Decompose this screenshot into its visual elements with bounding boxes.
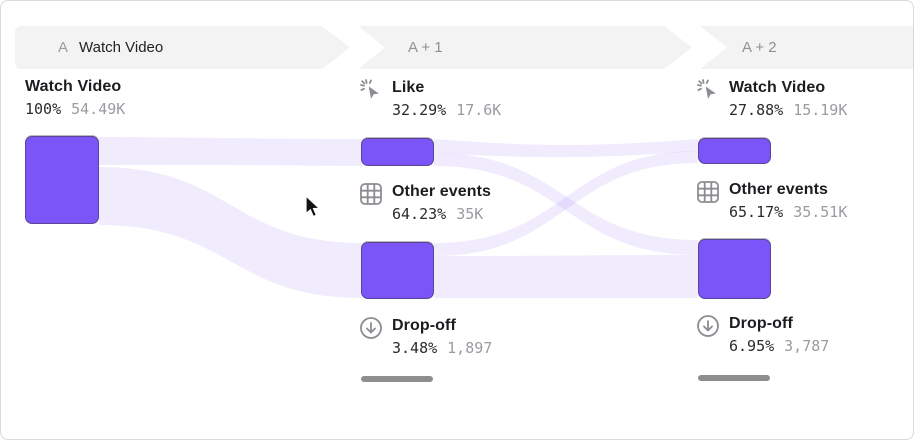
event-percent: 27.88% (729, 101, 784, 119)
event-count: 35.51K (793, 203, 848, 221)
drop-off-bar-step1[interactable] (361, 376, 433, 382)
event-label-watch-video-step0[interactable]: Watch Video 100% 54.49K (25, 77, 125, 120)
event-stats: 64.23% 35K (392, 203, 491, 225)
grid-icon (358, 181, 384, 207)
event-title: Drop-off (729, 315, 793, 332)
step-label: A + 2 (742, 39, 777, 56)
event-label-watch-video-step2[interactable]: Watch Video 27.88% 15.19K (695, 78, 847, 121)
node-other-events-step2[interactable] (698, 239, 771, 299)
event-percent: 64.23% (392, 205, 447, 223)
event-count: 15.19K (793, 101, 848, 119)
event-title: Watch Video (25, 78, 122, 95)
drop-off-icon (358, 315, 384, 341)
event-percent: 6.95% (729, 337, 775, 355)
mouse-cursor-icon (305, 195, 321, 218)
event-stats: 3.48% 1,897 (392, 337, 492, 359)
step-label: A + 1 (408, 39, 443, 56)
grid-icon (695, 179, 721, 205)
event-count: 35K (456, 205, 484, 223)
event-stats: 65.17% 35.51K (729, 201, 847, 223)
node-other-events-step1[interactable] (361, 242, 434, 299)
event-label-drop-off-step1[interactable]: Drop-off 3.48% 1,897 (358, 316, 492, 359)
event-count: 17.6K (456, 101, 502, 119)
drop-off-bar-step2[interactable] (698, 375, 770, 381)
click-icon (358, 77, 384, 103)
event-percent: 65.17% (729, 203, 784, 221)
event-label-like[interactable]: Like 32.29% 17.6K (358, 78, 501, 121)
step-band-a[interactable]: A Watch Video (15, 26, 350, 69)
event-title: Like (392, 79, 425, 96)
event-count: 1,897 (447, 339, 493, 357)
event-count: 3,787 (784, 337, 830, 355)
click-icon (695, 77, 721, 103)
event-percent: 32.29% (392, 101, 447, 119)
event-title: Drop-off (392, 317, 456, 334)
flow-like-to-watchvideo (434, 139, 698, 158)
event-stats: 32.29% 17.6K (392, 99, 501, 121)
event-title: Other events (729, 181, 829, 198)
flow-watchvideo-to-like (99, 137, 362, 166)
flow-otherevents-to-watchvideo (434, 151, 698, 256)
step-label: Watch Video (79, 39, 164, 56)
event-stats: 27.88% 15.19K (729, 99, 847, 121)
step-band-a-plus-1[interactable]: A + 1 (358, 26, 692, 69)
event-label-other-events-step1[interactable]: Other events 64.23% 35K (358, 182, 491, 225)
node-like-step1[interactable] (361, 138, 434, 166)
event-percent: 100% (25, 100, 62, 118)
event-stats: 100% 54.49K (25, 98, 125, 120)
flow-watchvideo-to-otherevents (99, 167, 362, 298)
step-band-a-plus-2[interactable]: A + 2 (700, 26, 913, 69)
event-title: Watch Video (729, 79, 826, 96)
event-title: Other events (392, 183, 492, 200)
node-watch-video-step0[interactable] (25, 136, 99, 224)
flow-like-to-otherevents (434, 153, 698, 255)
event-stats: 6.95% 3,787 (729, 335, 829, 357)
event-label-drop-off-step2[interactable]: Drop-off 6.95% 3,787 (695, 314, 829, 357)
step-prefix: A (58, 39, 69, 56)
node-watch-video-step2[interactable] (698, 138, 771, 164)
drop-off-icon (695, 313, 721, 339)
flow-otherevents-to-otherevents (434, 255, 698, 298)
event-percent: 3.48% (392, 339, 438, 357)
event-label-other-events-step2[interactable]: Other events 65.17% 35.51K (695, 180, 847, 223)
event-count: 54.49K (71, 100, 126, 118)
